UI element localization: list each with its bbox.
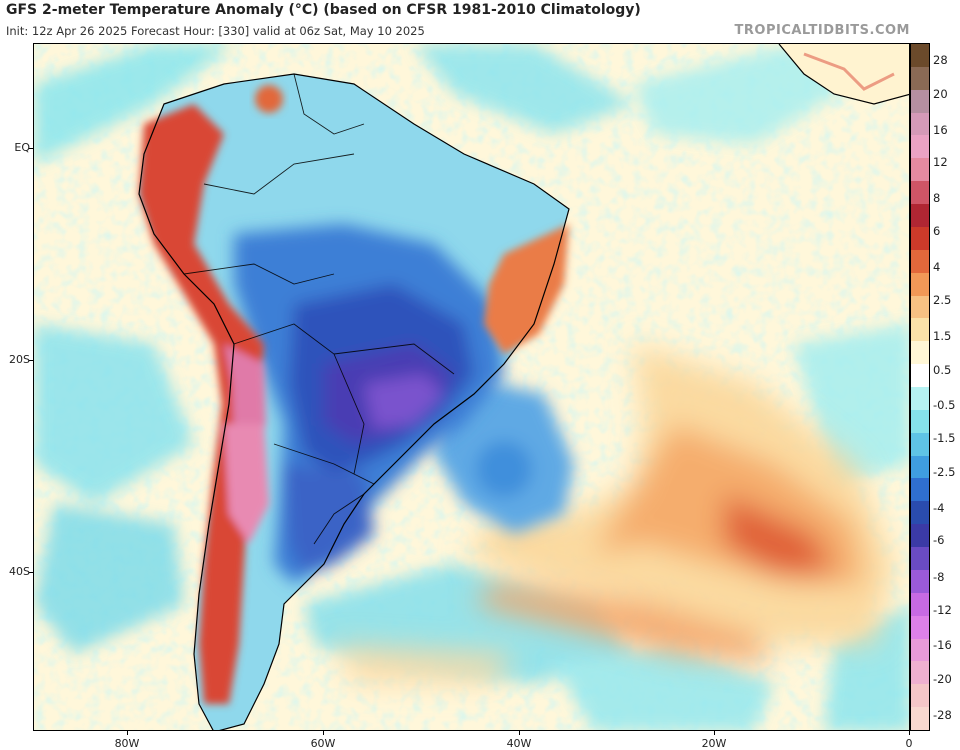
colorbar-label: 16 [933,123,948,137]
colorbar-segment [911,89,929,114]
colorbar-label: 4 [933,260,941,274]
lon-label-40w: 40W [506,737,532,750]
colorbar-segment [911,638,929,662]
lat-tick-20s [29,360,33,361]
colorbar-segment [911,547,929,571]
ocean-warm-anomaly [334,344,894,684]
lon-label-60w: 60W [310,737,336,750]
colorbar-segment [911,112,929,136]
lon-tick-80w [127,731,128,735]
colorbar-label: -2.5 [933,465,956,479]
country-borders [183,73,455,545]
colorbar-segment [911,181,929,205]
colorbar-segment [911,661,929,685]
colorbar-label: 12 [933,155,948,169]
colorbar-segment [911,432,929,457]
colorbar-segment [911,249,929,274]
colorbar-label: -1.5 [933,431,956,445]
colorbar-segment [911,707,929,731]
map-canvas [34,44,909,730]
colorbar-label: -20 [933,672,952,686]
lat-label-40s: 40S [9,565,30,578]
colorbar-segment [911,524,929,548]
lat-tick-eq [29,148,33,149]
colorbar-segment [911,204,929,228]
colorbar-segment [911,455,929,479]
lon-tick-20w [714,731,715,735]
colorbar-label: -28 [933,708,952,722]
anomaly-map [33,43,910,731]
colorbar-segment [911,569,929,594]
colorbar-label: 8 [933,191,941,205]
colorbar-label: 0.5 [933,363,952,377]
colorbar-label: -4 [933,501,945,515]
colorbar-label: -16 [933,638,952,652]
colorbar-segment [911,615,929,640]
colorbar-segment [911,158,929,182]
colorbar-segment [911,272,929,297]
colorbar-segment [911,364,929,388]
map-title: GFS 2-meter Temperature Anomaly (°C) (ba… [6,2,641,18]
lon-tick-40w [519,731,520,735]
lat-label-20s: 20S [9,353,30,366]
colorbar-segment [911,318,929,342]
colorbar-label: 6 [933,224,941,238]
colorbar-segment [911,387,929,411]
colorbar-segment [911,341,929,365]
south-america-land [139,74,569,730]
colorbar-label: 28 [933,53,948,67]
colorbar-segment [911,592,929,617]
map-subtitle: Init: 12z Apr 26 2025 Forecast Hour: [33… [6,24,425,38]
lon-label-80w: 80W [114,737,140,750]
colorbar-label: 2.5 [933,293,952,307]
colorbar-segment [911,135,929,159]
colorbar-label: -6 [933,533,945,547]
colorbar-label: 20 [933,87,948,101]
colorbar-segment [911,501,929,525]
colorbar-segment [911,409,929,434]
colorbar [910,43,930,731]
colorbar-label: -0.5 [933,398,956,412]
colorbar-label: -8 [933,570,945,584]
colorbar-segment [911,295,929,319]
colorbar-segment [911,66,929,91]
colorbar-segment [911,226,929,251]
colorbar-segment [911,684,929,708]
lon-label-20w: 20W [701,737,727,750]
colorbar-label: -12 [933,603,952,617]
colorbar-segment [911,478,929,502]
africa-land [779,44,909,104]
colorbar-segment [911,44,929,68]
brand-watermark: TROPICALTIDBITS.COM [734,23,910,38]
colorbar-label: 1.5 [933,329,952,343]
lat-label-eq: EQ [14,141,30,154]
lat-tick-40s [29,572,33,573]
lon-tick-0 [909,731,910,735]
lon-label-0: 0 [905,737,913,750]
lon-tick-60w [323,731,324,735]
coastlines [138,44,909,730]
